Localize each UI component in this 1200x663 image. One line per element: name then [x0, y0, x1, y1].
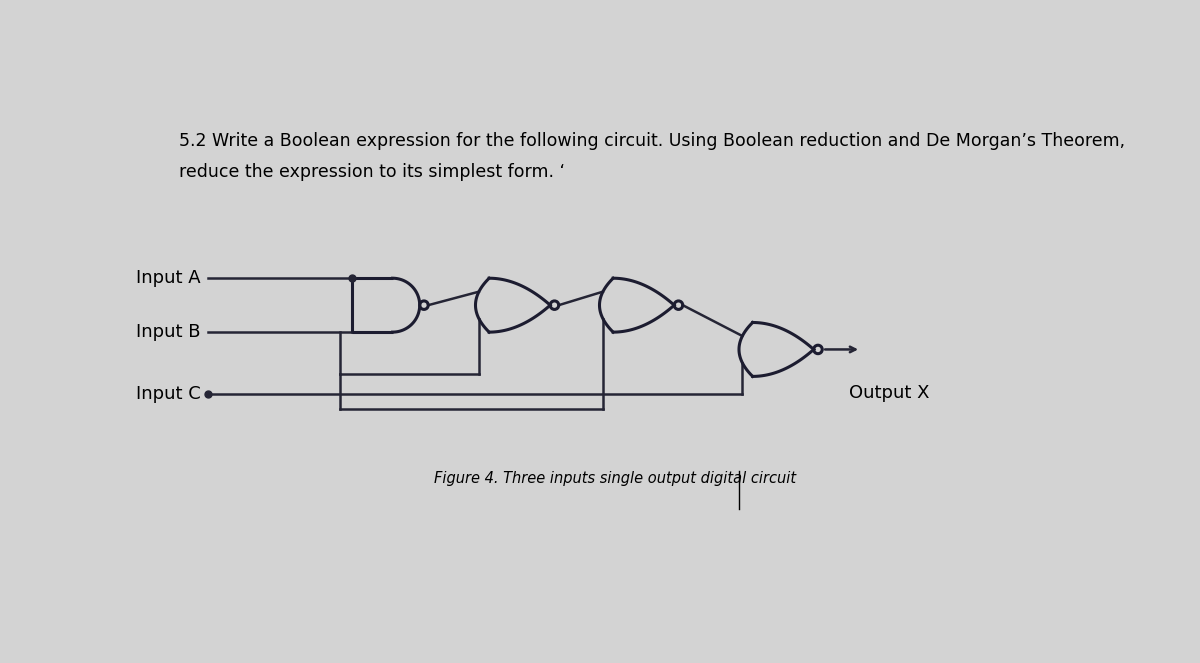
Text: Figure 4. Three inputs single output digital circuit: Figure 4. Three inputs single output dig…: [434, 471, 796, 486]
Text: Output X: Output X: [850, 384, 930, 402]
Text: Input A: Input A: [136, 269, 200, 287]
Text: Input B: Input B: [136, 323, 200, 341]
Text: reduce the expression to its simplest form. ‘: reduce the expression to its simplest fo…: [180, 162, 565, 181]
Text: 5.2 Write a Boolean expression for the following circuit. Using Boolean reductio: 5.2 Write a Boolean expression for the f…: [180, 132, 1126, 150]
Text: Input C: Input C: [136, 385, 200, 402]
